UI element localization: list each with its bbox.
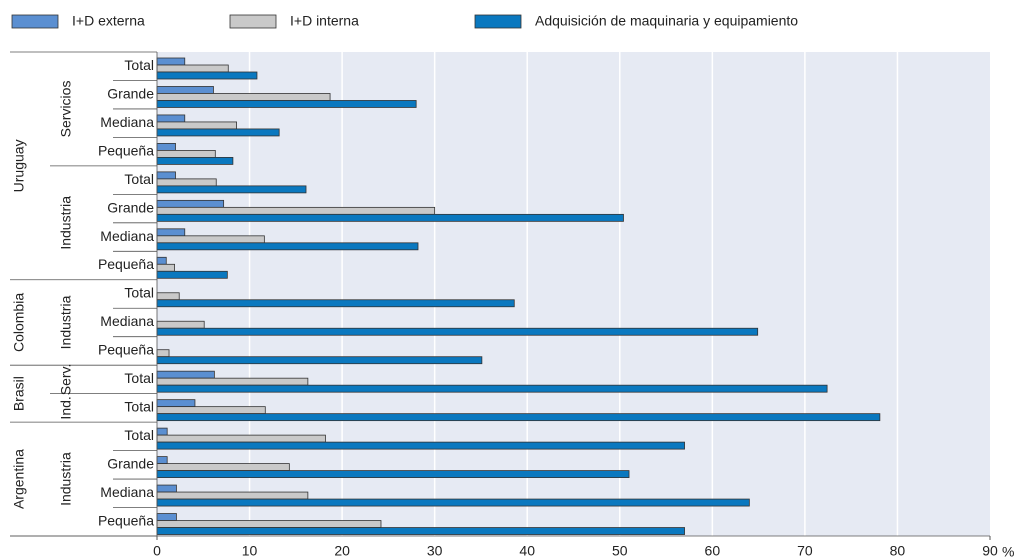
x-tick-label: 60 [705, 543, 721, 559]
bar [156, 157, 234, 165]
bar [156, 463, 290, 471]
bar [156, 121, 237, 130]
bar [156, 292, 180, 301]
x-tick-label: 80 [890, 543, 906, 559]
bar [156, 206, 436, 215]
bar [156, 57, 186, 66]
bar [156, 242, 419, 251]
bar [156, 470, 630, 478]
legend-label: I+D externa [72, 13, 145, 29]
x-tick-label: 20 [334, 543, 350, 559]
bar [156, 399, 196, 408]
legend-swatch [474, 14, 522, 29]
y-tick-label: Total [124, 427, 154, 443]
bar [156, 270, 228, 279]
bar [156, 71, 258, 80]
x-tick-label: 90 [982, 543, 998, 559]
x-tick-label: 30 [427, 543, 443, 559]
bar [156, 86, 214, 94]
bar [156, 256, 167, 265]
bar [156, 320, 205, 329]
sector-label: Industria [58, 196, 74, 250]
bar [156, 178, 217, 187]
y-tick-label: Total [124, 370, 154, 386]
bar [156, 64, 229, 73]
bar [156, 299, 515, 308]
bar [156, 356, 483, 365]
bar [156, 484, 177, 493]
bar [156, 520, 382, 528]
country-label: Argentina [11, 449, 27, 509]
y-tick-label: Pequeña [98, 142, 154, 158]
bar [156, 406, 266, 415]
bar [156, 150, 216, 158]
sector-label: Ind. [58, 396, 74, 419]
x-tick-label: 0 [153, 543, 161, 559]
bar [156, 327, 759, 336]
y-tick-label: Total [124, 399, 154, 415]
bar [156, 527, 685, 535]
sector-label: Serv. [58, 364, 74, 396]
bar [156, 456, 168, 464]
bar [156, 93, 331, 101]
sector-label: Industria [58, 295, 74, 349]
bar [156, 441, 685, 450]
y-tick-label: Pequeña [98, 256, 154, 272]
bar [156, 498, 750, 507]
x-tick-label: 50 [612, 543, 628, 559]
y-tick-label: Pequeña [98, 342, 154, 358]
y-tick-label: Total [124, 57, 154, 73]
bar [156, 235, 265, 244]
bar [156, 349, 170, 358]
bar [156, 143, 176, 151]
y-tick-label: Grande [107, 199, 154, 215]
bar [156, 128, 280, 137]
bar [156, 228, 186, 237]
x-tick-label: 10 [242, 543, 258, 559]
bar [156, 434, 326, 443]
sector-label: Servicios [58, 81, 74, 138]
y-tick-label: Grande [107, 85, 154, 101]
y-tick-label: Total [124, 285, 154, 301]
bar [156, 377, 309, 386]
bar [156, 513, 177, 521]
y-tick-label: Total [124, 171, 154, 187]
bar [156, 199, 225, 208]
legend-swatch [229, 14, 277, 29]
y-tick-label: Pequeña [98, 512, 154, 528]
bar [156, 370, 215, 379]
x-unit: % [1002, 544, 1014, 560]
y-tick-label: Mediana [100, 114, 154, 130]
plot-background [157, 52, 990, 536]
y-tick-label: Mediana [100, 313, 154, 329]
bar [156, 427, 168, 436]
x-tick-label: 70 [797, 543, 813, 559]
y-tick-label: Grande [107, 456, 154, 472]
bar [156, 413, 881, 422]
sector-label: Industria [58, 452, 74, 506]
bar [156, 491, 309, 500]
legend-label: Adquisición de maquinaria y equipamiento [535, 13, 798, 29]
bar [156, 263, 175, 272]
country-label: Uruguay [11, 139, 27, 192]
bar [156, 171, 176, 180]
bar [156, 100, 417, 108]
legend-swatch [11, 14, 59, 29]
bar [156, 114, 186, 123]
bar [156, 185, 307, 194]
bar [156, 213, 624, 222]
country-label: Brasil [11, 376, 27, 411]
country-label: Colombia [11, 293, 27, 352]
x-tick-label: 40 [519, 543, 535, 559]
y-tick-label: Mediana [100, 484, 154, 500]
y-tick-label: Mediana [100, 228, 154, 244]
bar [156, 384, 828, 393]
legend-label: I+D interna [290, 13, 359, 29]
